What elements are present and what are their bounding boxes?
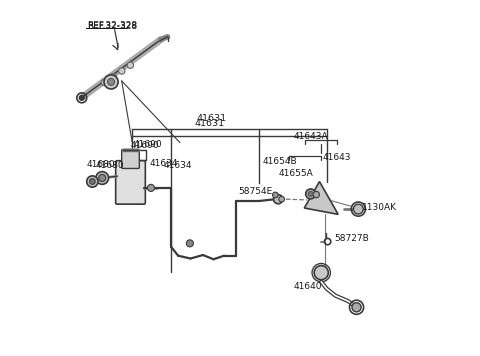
Circle shape [186, 240, 193, 247]
Circle shape [274, 195, 283, 204]
Text: REF.32-328: REF.32-328 [87, 22, 137, 31]
Text: 41640: 41640 [294, 282, 323, 291]
Circle shape [352, 303, 361, 312]
Text: 41634: 41634 [164, 161, 192, 170]
Circle shape [147, 184, 155, 192]
Text: 41690: 41690 [131, 141, 159, 150]
FancyBboxPatch shape [116, 161, 145, 204]
Circle shape [308, 192, 313, 197]
Text: 41634: 41634 [150, 159, 179, 168]
Text: 41631: 41631 [197, 114, 227, 123]
Polygon shape [304, 182, 338, 214]
Text: 41655A: 41655A [279, 169, 313, 178]
FancyBboxPatch shape [121, 150, 139, 168]
Text: 41643: 41643 [323, 153, 351, 162]
Text: 41690: 41690 [134, 140, 163, 149]
Circle shape [79, 95, 84, 100]
Text: REF.32-328: REF.32-328 [87, 21, 137, 30]
Circle shape [90, 179, 95, 184]
Text: 1130AK: 1130AK [362, 203, 397, 212]
Circle shape [313, 192, 320, 198]
Circle shape [127, 62, 133, 68]
Circle shape [273, 192, 278, 198]
Text: 58754E: 58754E [238, 187, 273, 195]
Circle shape [314, 266, 328, 280]
Text: 58727B: 58727B [335, 234, 370, 242]
Circle shape [119, 68, 125, 74]
Circle shape [108, 78, 115, 85]
Circle shape [353, 204, 363, 214]
Circle shape [279, 197, 285, 202]
Circle shape [87, 176, 98, 187]
Text: 41643A: 41643A [293, 132, 328, 141]
Text: 41680: 41680 [95, 161, 124, 170]
Circle shape [306, 189, 315, 199]
Circle shape [101, 79, 108, 86]
Circle shape [99, 174, 106, 182]
Circle shape [96, 172, 108, 184]
Circle shape [110, 74, 116, 80]
Text: 41631: 41631 [195, 119, 225, 128]
Circle shape [104, 75, 118, 89]
Text: 41680: 41680 [86, 160, 115, 169]
Text: 41654B: 41654B [263, 157, 298, 166]
